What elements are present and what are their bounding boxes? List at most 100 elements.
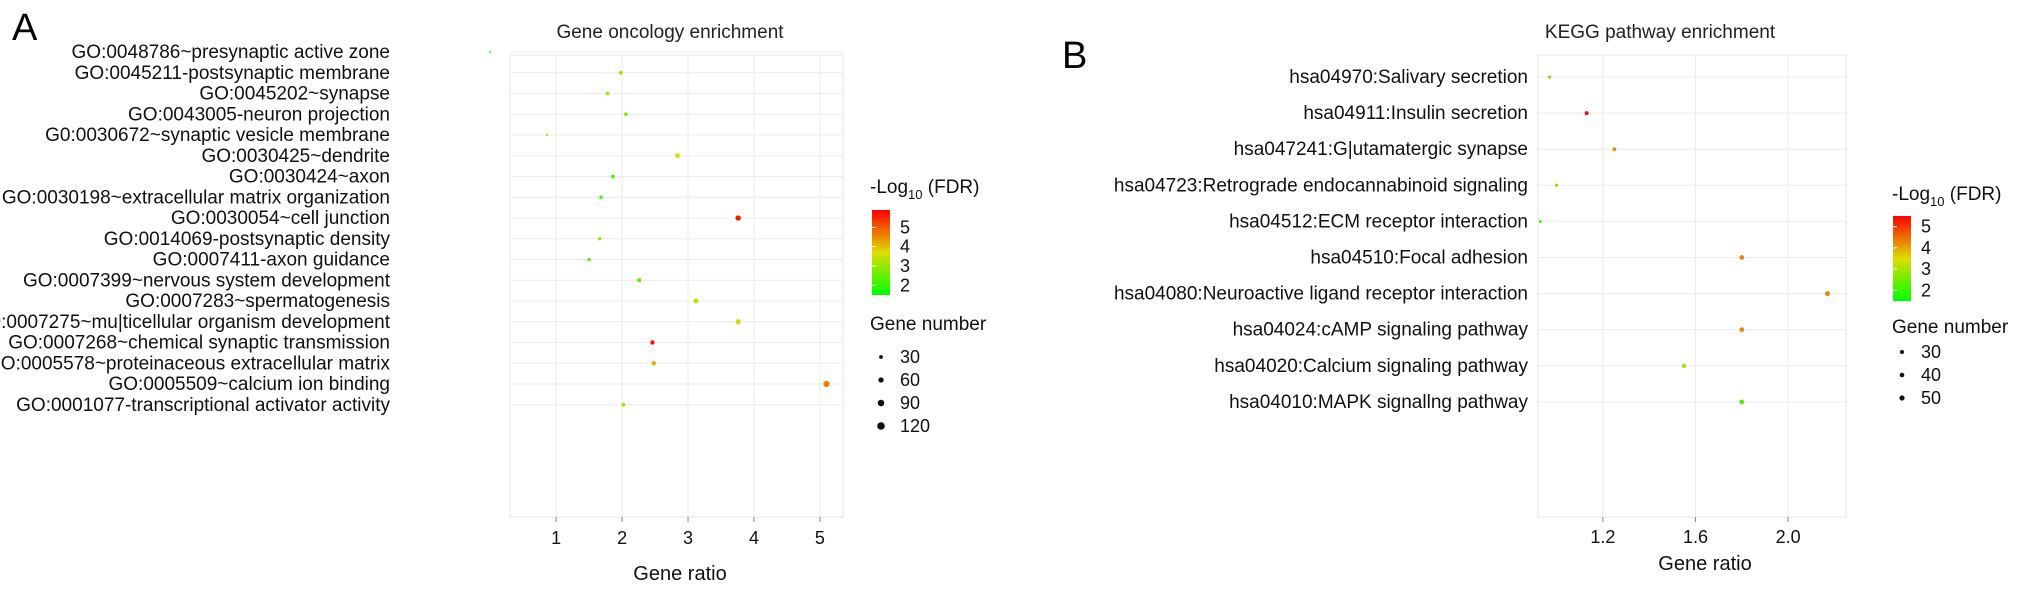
- panel-b-category-labels: hsa04970:Salivary secretion hsa04911:Insu…: [1114, 67, 1529, 413]
- category-label: hsa04510:Focal adhesion: [1310, 248, 1528, 269]
- size-legend-dot: [1900, 350, 1904, 354]
- size-legend-label: 60: [900, 370, 920, 390]
- category-label: GO:0001077-transcriptional activator act…: [16, 395, 390, 416]
- color-legend-label: 3: [1921, 259, 1931, 279]
- size-legend-dot: [877, 399, 885, 407]
- data-point: [1824, 291, 1831, 297]
- category-label: GO:0030198~extracellular matrix organiza…: [2, 187, 390, 208]
- panel-a-size-legend: Gene number 30 60 90 120: [870, 314, 987, 436]
- data-point: [693, 298, 699, 304]
- category-label: GO:0007268~chemical synaptic transmissio…: [8, 333, 390, 354]
- data-point: [735, 215, 741, 221]
- panel-a-color-legend-title: -Log10 (FDR): [870, 177, 979, 202]
- panel-a-x-ticks: 1 2 3 4 5: [551, 517, 825, 548]
- category-label: GO:0007411-axon guidance: [153, 250, 390, 271]
- category-label: GO:0007275~mu|ticellular organism develo…: [0, 312, 391, 333]
- panel-a-plot: Gene oncology enrichment GO:0048786~pres…: [0, 22, 844, 585]
- color-legend-label: 4: [1921, 238, 1931, 258]
- panel-b-points: [1538, 75, 1831, 405]
- data-point: [1548, 75, 1552, 79]
- size-legend-label: 50: [1921, 388, 1941, 408]
- data-point: [618, 70, 623, 75]
- panel-a-size-legend-title: Gene number: [870, 314, 987, 335]
- panel-a-points: [489, 51, 830, 407]
- data-point: [1681, 363, 1687, 368]
- data-point: [597, 237, 602, 241]
- x-tick-label: 2.0: [1776, 527, 1801, 547]
- panel-letter-a: A: [12, 7, 38, 49]
- x-tick-label: 1: [551, 528, 561, 548]
- data-point: [637, 278, 642, 283]
- data-point: [1739, 399, 1745, 405]
- size-legend-label: 120: [900, 416, 930, 436]
- panel-a-grid: [510, 51, 843, 517]
- panel-b-size-legend: Gene number 30 40 50: [1892, 317, 2009, 408]
- category-label: GO:0043005-neuron projection: [128, 104, 390, 125]
- data-point: [489, 51, 492, 53]
- panel-b-x-ticks: 1.2 1.6 2.0: [1590, 517, 1801, 547]
- data-point: [651, 361, 656, 366]
- panel-b-x-axis-title: Gene ratio: [1658, 553, 1751, 575]
- size-legend-label: 30: [1921, 342, 1941, 362]
- panel-a-x-axis-title: Gene ratio: [633, 563, 726, 585]
- color-legend-label: 5: [900, 217, 910, 237]
- panel-a-size-legend-entries: 30 60 90 120: [877, 347, 930, 436]
- size-legend-dot: [1899, 372, 1905, 378]
- category-label: hsa04080:Neuroactive ligand receptor int…: [1114, 284, 1528, 305]
- size-legend-label: 90: [900, 393, 920, 413]
- category-label: hsa04911:Insulin secretion: [1303, 103, 1528, 124]
- panel-b-size-legend-entries: 30 40 50: [1899, 342, 1941, 408]
- size-legend-label: 30: [900, 347, 920, 367]
- category-label: hsa04970:Salivary secretion: [1289, 67, 1528, 88]
- category-label: GO:0014069-postsynaptic density: [104, 229, 391, 250]
- x-tick-label: 3: [683, 528, 693, 548]
- panel-b-plot: KEGG pathway enrichment hsa04970:Salivar…: [1114, 22, 1847, 575]
- data-point: [735, 319, 741, 325]
- category-label: GO:0030425~dendrite: [201, 146, 390, 167]
- color-legend-label: 2: [900, 275, 910, 295]
- x-tick-label: 1.2: [1590, 527, 1615, 547]
- data-point: [624, 112, 628, 117]
- size-legend-dot: [877, 422, 885, 430]
- x-tick-label: 5: [815, 528, 825, 548]
- color-legend-label: 2: [1921, 280, 1931, 300]
- data-point: [545, 133, 549, 137]
- panel-b-color-legend-title: -Log10 (FDR): [1892, 184, 2001, 209]
- category-label: hsa04020:Calcium signaling pathway: [1214, 356, 1528, 377]
- category-label: GO:0045202~synapse: [199, 84, 390, 105]
- size-legend-dot: [878, 377, 884, 383]
- panel-b-size-legend-title: Gene number: [1892, 317, 2009, 338]
- category-label: G0:0030672~synaptic vesicle membrane: [45, 125, 390, 146]
- panel-a-frame: [509, 54, 844, 518]
- x-tick-label: 2: [617, 528, 627, 548]
- panel-b-grid: [1538, 55, 1846, 517]
- category-label: hsa04512:ECM receptor interaction: [1229, 211, 1528, 232]
- size-legend-label: 40: [1921, 365, 1941, 385]
- data-point: [650, 340, 655, 345]
- panel-b-color-bar: [1893, 216, 1911, 301]
- category-label: GO:0007283~spermatogenesis: [125, 291, 390, 312]
- color-legend-label: 4: [900, 237, 910, 257]
- x-tick-label: 4: [749, 528, 759, 548]
- data-point: [621, 402, 626, 407]
- data-point: [1739, 327, 1745, 333]
- panel-a-title: Gene oncology enrichment: [556, 22, 784, 43]
- panel-letter-b: B: [1062, 35, 1087, 77]
- data-point: [611, 174, 615, 179]
- panel-a-category-labels: GO:0048786~presynaptic active zoneGO:004…: [0, 42, 391, 416]
- data-point: [599, 195, 603, 199]
- category-label: GO:0007399~nervous system development: [23, 270, 391, 291]
- category-label: GO:0030054~cell junction: [171, 208, 390, 229]
- panel-b-title: KEGG pathway enrichment: [1545, 22, 1776, 43]
- color-legend-label: 5: [1921, 217, 1931, 237]
- category-label: GO:0005578~proteinaceous extracellular m…: [0, 353, 390, 374]
- data-point: [605, 91, 610, 96]
- panel-a-color-bar: [872, 210, 890, 295]
- category-label: GO:0045211-postsynaptic membrane: [75, 63, 390, 84]
- data-point: [823, 380, 830, 388]
- category-label: hsa04010:MAPK signallng pathway: [1229, 392, 1528, 413]
